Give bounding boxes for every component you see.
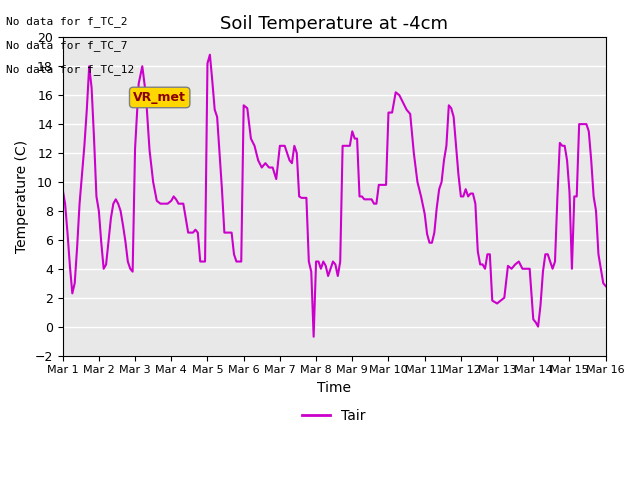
X-axis label: Time: Time xyxy=(317,381,351,395)
Text: No data for f_TC_7: No data for f_TC_7 xyxy=(6,40,128,51)
Text: No data for f_TC_2: No data for f_TC_2 xyxy=(6,16,128,27)
Title: Soil Temperature at -4cm: Soil Temperature at -4cm xyxy=(220,15,448,33)
Text: No data for f_TC_12: No data for f_TC_12 xyxy=(6,64,134,75)
Legend: Tair: Tair xyxy=(297,403,371,428)
Text: VR_met: VR_met xyxy=(133,91,186,104)
Y-axis label: Temperature (C): Temperature (C) xyxy=(15,140,29,253)
